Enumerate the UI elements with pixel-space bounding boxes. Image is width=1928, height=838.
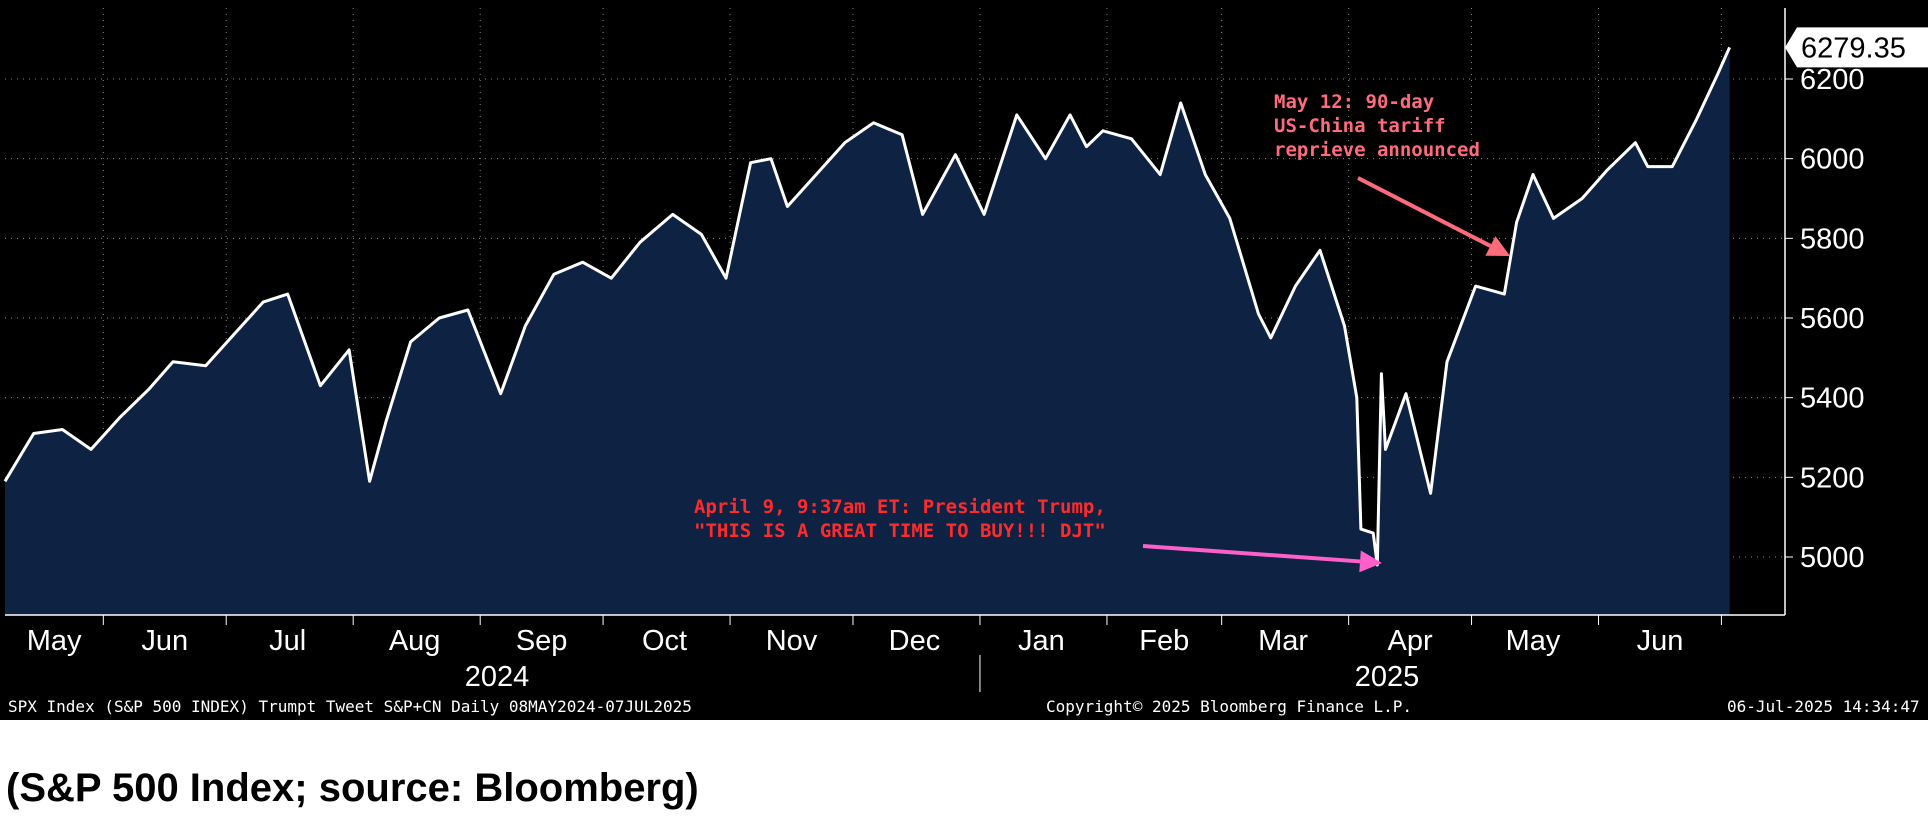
year-label: 2025 <box>1355 661 1420 693</box>
x-tick-label: Feb <box>1139 625 1189 657</box>
year-label: 2024 <box>465 661 530 693</box>
x-tick-label: May <box>1506 625 1561 657</box>
annotation-april9-line: April 9, 9:37am ET: President Trump, <box>694 496 1106 518</box>
price-area <box>5 47 1730 615</box>
x-tick-label: Nov <box>766 625 818 657</box>
chart-caption: (S&P 500 Index; source: Bloomberg) <box>6 766 699 810</box>
arrow-april9-head <box>1359 550 1382 573</box>
y-tick-label: 5000 <box>1800 542 1865 574</box>
annotation-may12-line: US-China tariff <box>1274 115 1446 137</box>
annotation-april9-line: "THIS IS A GREAT TIME TO BUY!!! DJT" <box>694 520 1106 542</box>
last-value-label: 6279.35 <box>1801 32 1906 64</box>
footer-timestamp: 06-Jul-2025 14:34:47 <box>1727 697 1920 716</box>
x-tick-label: Aug <box>389 625 441 657</box>
x-tick-label: Jun <box>141 625 188 657</box>
x-tick-label: Dec <box>889 625 941 657</box>
x-tick-label: Oct <box>642 625 687 657</box>
y-tick-label: 6000 <box>1800 144 1865 176</box>
chart-svg: 6279.35 5000 5200 5400 5600 5800 6000 6200 May J… <box>3 8 1928 693</box>
y-tick-label: 5400 <box>1800 383 1865 415</box>
annotation-may12-line: reprieve announced <box>1274 139 1480 161</box>
x-tick-label: Jul <box>269 625 306 657</box>
y-tick-label: 5600 <box>1800 303 1865 335</box>
axes-layer: 6279.35 <box>5 8 1928 692</box>
x-tick-label: Sep <box>516 625 568 657</box>
x-tick-label: May <box>27 625 82 657</box>
x-tick-label: Jun <box>1637 625 1684 657</box>
arrow-may12-head <box>1485 236 1510 256</box>
y-tick-label: 5800 <box>1800 223 1865 255</box>
x-tick-label: Jan <box>1018 625 1065 657</box>
tick-labels: 5000 5200 5400 5600 5800 6000 6200 May Jun Jul Aug… <box>27 64 1865 693</box>
y-tick-label: 5200 <box>1800 462 1865 494</box>
x-tick-label: Apr <box>1388 625 1433 657</box>
footer-copyright: Copyright© 2025 Bloomberg Finance L.P. <box>1046 697 1413 716</box>
arrow-may12-shaft <box>1357 176 1492 248</box>
last-value-tag <box>1785 27 1928 68</box>
price-line <box>3 46 1731 567</box>
footer-left: SPX Index (S&P 500 INDEX) Trumpt Tweet S… <box>8 697 692 716</box>
annotation-may12-line: May 12: 90-day <box>1274 91 1434 113</box>
x-tick-label: Mar <box>1258 625 1308 657</box>
chart-panel: 6279.35 5000 5200 5400 5600 5800 6000 6200 May J… <box>0 0 1928 720</box>
arrow-april9-shaft <box>1142 544 1361 564</box>
y-tick-label: 6200 <box>1800 64 1865 96</box>
